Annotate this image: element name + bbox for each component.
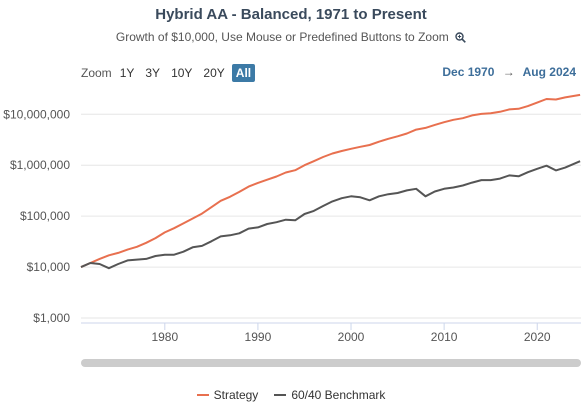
x-tick-label: 1980	[151, 330, 178, 344]
legend-item-benchmark[interactable]: 60/40 Benchmark	[274, 388, 385, 402]
zoom-label: Zoom	[81, 66, 112, 80]
x-tick-label: 2000	[338, 330, 365, 344]
date-range: Dec 1970 → Aug 2024	[442, 65, 576, 79]
y-tick-label: $100,000	[20, 209, 70, 223]
x-tick-label: 1990	[245, 330, 272, 344]
legend-swatch-benchmark	[274, 394, 287, 396]
strategy-series-line	[80, 93, 581, 269]
legend-swatch-strategy	[196, 394, 209, 396]
y-tick-label: $1,000,000	[10, 158, 70, 172]
range-arrow-icon: →	[502, 65, 515, 79]
chart-title: Hybrid AA - Balanced, 1971 to Present	[155, 6, 427, 23]
zoom-3y-button[interactable]: 3Y	[145, 66, 161, 80]
zoom-10y-button[interactable]: 10Y	[171, 66, 193, 80]
zoom-20y-button[interactable]: 20Y	[203, 66, 225, 80]
x-tick-label: 2020	[524, 330, 551, 344]
chart-subtitle: Growth of $10,000, Use Mouse or Predefin…	[0, 30, 582, 46]
benchmark-series-line	[80, 160, 581, 270]
chart-legend: Strategy 60/40 Benchmark	[0, 388, 582, 402]
zoom-in-icon	[455, 32, 466, 46]
zoom-1y-button[interactable]: 1Y	[119, 66, 135, 80]
subtitle-text: Growth of $10,000, Use Mouse or Predefin…	[115, 30, 449, 44]
y-tick-label: $10,000	[27, 260, 71, 274]
range-start: Dec 1970	[442, 65, 495, 79]
range-end: Aug 2024	[522, 65, 576, 79]
legend-label-benchmark: 60/40 Benchmark	[291, 388, 386, 402]
zoom-all-button[interactable]: All	[231, 64, 256, 82]
legend-label-strategy: Strategy	[213, 388, 259, 402]
y-tick-label: $1,000	[33, 311, 70, 325]
zoom-bar: Zoom 1Y 3Y 10Y 20Y All	[81, 64, 258, 82]
legend-item-strategy[interactable]: Strategy	[196, 388, 259, 402]
x-tick-label: 2010	[431, 330, 458, 344]
y-tick-label: $10,000,000	[3, 107, 70, 121]
chart-scrollbar[interactable]	[81, 359, 581, 367]
